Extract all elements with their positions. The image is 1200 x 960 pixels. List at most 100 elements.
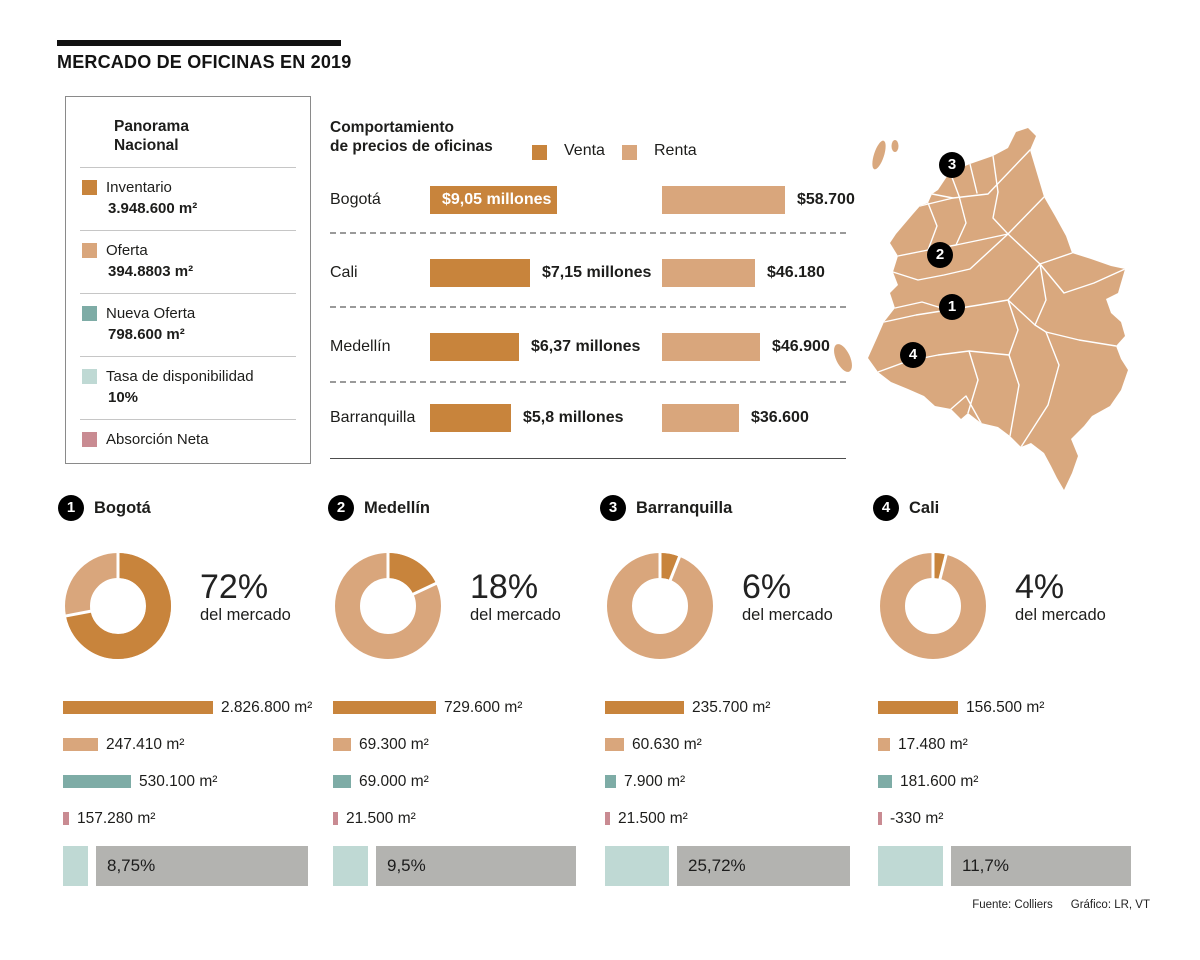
renta-bar — [662, 186, 785, 214]
vacancy-row: 25,72% — [605, 846, 850, 886]
indicator-bar-row: 247.410 m² — [63, 735, 330, 753]
vacancy-swatch-icon — [63, 846, 88, 886]
renta-bar — [662, 404, 739, 432]
city-name: Cali — [909, 498, 940, 517]
city-header: 3 Barranquilla — [600, 495, 732, 521]
city-name: Bogotá — [94, 498, 151, 517]
indicator-bar-row: 7.900 m² — [605, 773, 872, 790]
renta-value: $46.900 — [772, 338, 830, 355]
market-share: 6% del mercado — [742, 568, 833, 625]
panorama-item: Tasa de disponibilidad 10% — [80, 356, 296, 419]
price-chart-title: Comportamiento de precios de oficinas — [330, 119, 493, 155]
indicator-bar-row: 157.280 m² — [63, 810, 330, 827]
renta-bar — [662, 259, 755, 287]
panorama-item: Absorción Neta — [80, 419, 296, 461]
indicator-value: -330 m² — [890, 809, 944, 827]
row-separator — [330, 381, 846, 383]
indicator-bar-row: 530.100 m² — [63, 772, 330, 790]
panorama-item-label: Nueva Oferta — [106, 305, 196, 322]
indicator-bar-row: 21.500 m² — [333, 809, 600, 827]
source-credit: Fuente: Colliers — [972, 899, 1053, 911]
venta-value: $6,37 millones — [531, 338, 641, 355]
colombia-map — [834, 128, 1128, 490]
market-share-caption: del mercado — [742, 606, 833, 624]
panorama-item-value: 3.948.600 m² — [108, 200, 198, 217]
map-marker-bogota: 1 — [939, 294, 965, 320]
renta-value: $46.180 — [767, 264, 825, 281]
price-row-city: Bogotá — [330, 191, 381, 208]
indicator-value: 69.000 m² — [359, 772, 429, 790]
venta-value-inside: $9,05 millones — [442, 191, 552, 208]
price-row: Medellín $6,37 millones $46.900 — [330, 333, 852, 361]
vacancy-bar: 9,5% — [376, 846, 576, 886]
indicator-bar — [605, 812, 610, 825]
legend-swatch-icon — [82, 369, 97, 384]
legend-renta-label: Renta — [654, 142, 697, 159]
indicator-value: 17.480 m² — [898, 735, 968, 753]
chart-baseline — [330, 458, 846, 459]
venta-bar — [430, 259, 530, 287]
panorama-item: Oferta 394.8803 m² — [80, 230, 296, 293]
map-marker-barranquilla: 3 — [939, 152, 965, 178]
price-row-city: Barranquilla — [330, 409, 416, 426]
indicator-value: 530.100 m² — [139, 772, 218, 790]
vacancy-bar: 8,75% — [96, 846, 308, 886]
indicator-value: 235.700 m² — [692, 698, 771, 716]
market-share-donut — [335, 551, 441, 659]
panorama-item-label: Tasa de disponibilidad — [106, 368, 254, 385]
price-row: Bogotá $9,05 millones $58.700 — [330, 186, 855, 214]
indicator-value: 60.630 m² — [632, 735, 702, 753]
market-share-donut — [63, 551, 171, 659]
indicator-bar — [878, 775, 892, 788]
island-icon — [891, 140, 899, 152]
indicator-bar — [333, 701, 436, 714]
panorama-item-value: 798.600 m² — [108, 326, 185, 343]
legend-swatch-icon — [82, 180, 97, 195]
city-name: Barranquilla — [636, 498, 733, 517]
market-share-value: 6% — [742, 568, 792, 606]
venta-value: $7,15 millones — [542, 264, 652, 281]
market-share-value: 18% — [470, 568, 539, 606]
vacancy-bar: 25,72% — [677, 846, 850, 886]
vacancy-row: 8,75% — [63, 846, 308, 886]
price-chart: Comportamiento de precios de oficinas Ve… — [330, 118, 855, 463]
market-share-value: 4% — [1015, 568, 1065, 606]
market-share: 4% del mercado — [1015, 568, 1106, 625]
indicator-bar-row: 69.300 m² — [333, 736, 600, 753]
vacancy-row: 11,7% — [878, 846, 1131, 886]
city-name: Medellín — [364, 498, 431, 517]
indicator-bar-row: 729.600 m² — [333, 699, 600, 716]
row-separator — [330, 232, 846, 234]
panorama-item-label: Absorción Neta — [106, 431, 209, 448]
indicator-value: 21.500 m² — [618, 809, 688, 827]
venta-swatch-icon — [532, 144, 547, 160]
renta-bar — [662, 333, 760, 361]
indicator-bar-row: 2.826.800 m² — [63, 699, 330, 716]
panorama-item-value: 10% — [108, 389, 139, 406]
indicator-bar-row: 60.630 m² — [605, 735, 872, 753]
panorama-panel: Panorama Nacional Inventario 3.948.600 m… — [65, 96, 311, 464]
vacancy-bar: 11,7% — [951, 846, 1131, 886]
legend-venta: Venta — [532, 142, 605, 160]
venta-value: $5,8 millones — [523, 409, 624, 426]
market-share-caption: del mercado — [470, 606, 561, 624]
indicator-value: 247.410 m² — [106, 735, 185, 753]
city-header: 4 Cali — [873, 495, 939, 521]
panorama-item-label: Oferta — [106, 242, 148, 259]
market-share-caption: del mercado — [200, 606, 291, 624]
footer: Fuente: Colliers Gráfico: LR, VT — [900, 899, 1150, 911]
city-indicator-bars: 729.600 m² 69.300 m² 69.000 m² 21.500 m² — [333, 699, 600, 849]
island-icon — [872, 140, 886, 170]
island-icon — [834, 344, 852, 372]
indicator-bar — [63, 701, 213, 714]
city-number-badge: 4 — [873, 495, 899, 521]
legend-swatch-icon — [82, 432, 97, 447]
market-share-caption: del mercado — [1015, 606, 1106, 624]
legend-venta-label: Venta — [564, 142, 605, 159]
renta-swatch-icon — [622, 144, 637, 160]
indicator-value: 21.500 m² — [346, 809, 416, 827]
city-section: 2 Medellín 18% del mercado 729.600 m² 69… — [328, 482, 600, 960]
legend-swatch-icon — [82, 306, 97, 321]
indicator-value: 156.500 m² — [966, 698, 1045, 716]
